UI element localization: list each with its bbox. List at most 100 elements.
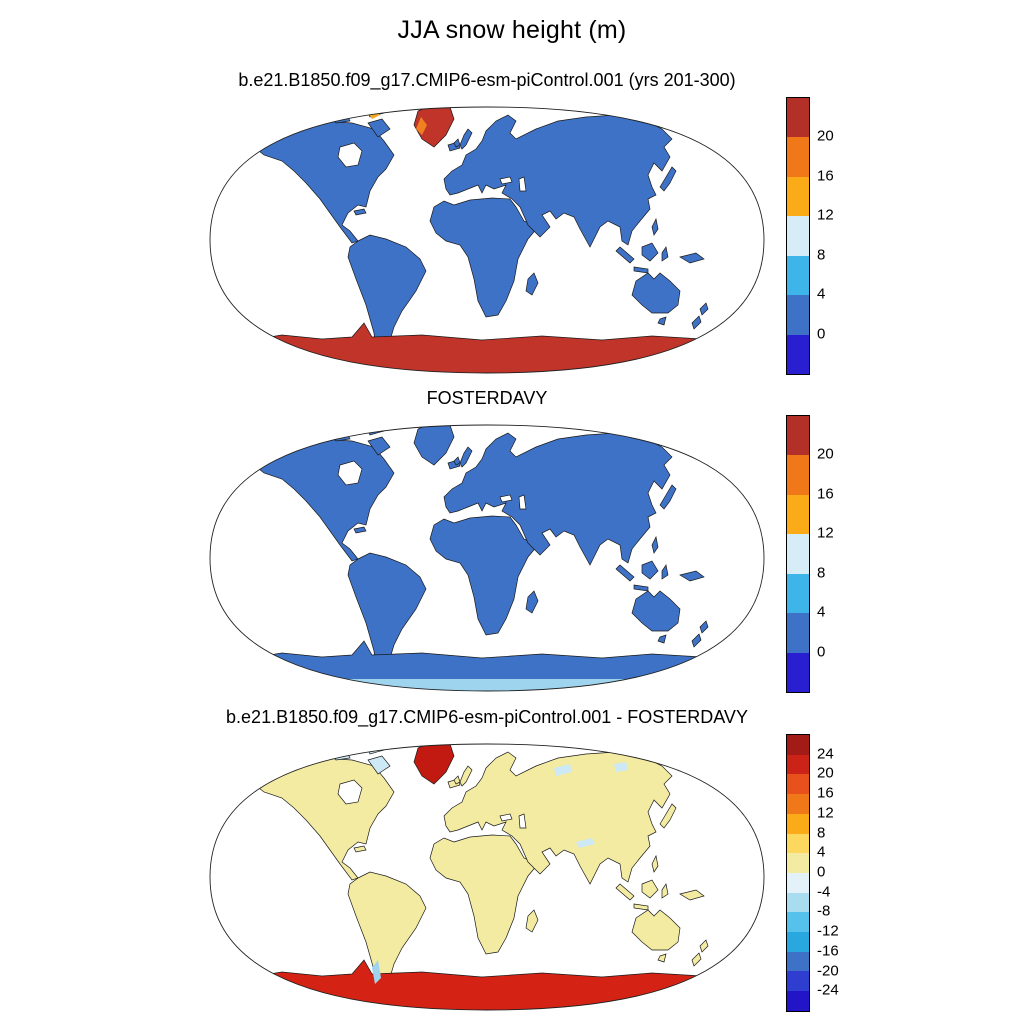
colorbar-bar	[786, 97, 810, 375]
colorbar-segment	[787, 833, 809, 854]
landmass-britain	[459, 446, 473, 468]
figure-title: JJA snow height (m)	[397, 16, 627, 44]
colorbar-tick-label: 4	[817, 843, 826, 861]
colorbar-bar	[786, 734, 810, 1012]
colorbar-tick-label: 12	[817, 206, 834, 224]
colorbar-segment	[787, 455, 809, 495]
colorbar-tick-label: -16	[817, 942, 839, 960]
world-map-obs	[209, 424, 765, 692]
region-greenland-fringe	[416, 117, 427, 135]
landmass-baffin-island	[367, 755, 391, 775]
map-outline	[209, 106, 765, 374]
panel-title-diff: b.e21.B1850.f09_g17.CMIP6-esm-piControl.…	[226, 707, 748, 727]
landmass-madagascar	[525, 909, 539, 933]
colorbar-segment	[787, 573, 809, 614]
colorbar-tick-label: 24	[817, 745, 834, 763]
colorbar-segment	[787, 754, 809, 775]
landmass-new-zealand-north	[699, 620, 709, 634]
landmass-eurasia	[443, 114, 673, 248]
landmass-new-guinea	[679, 570, 705, 582]
region-siberia-patch-1	[554, 764, 572, 776]
colorbar-segment	[787, 534, 809, 574]
landmass-japan	[659, 484, 677, 510]
landmass-new-zealand-north	[699, 939, 709, 953]
lake-black-sea	[499, 494, 513, 503]
colorbar-segment	[787, 176, 809, 217]
colorbar-tick-label: 0	[817, 863, 826, 881]
landmass-tasmania	[657, 953, 667, 963]
colorbar-segment	[787, 295, 809, 335]
colorbar-tick-label: 16	[817, 485, 834, 503]
landmass-new-guinea	[679, 252, 705, 264]
colorbar-tick-label: -12	[817, 922, 839, 940]
landmass-australia	[631, 272, 681, 314]
colorbar-tick-label: 4	[817, 603, 826, 621]
colorbar-model: 20 16 12 8 4 0	[786, 97, 856, 375]
landmass-philippines	[651, 535, 659, 554]
landmass-java	[633, 266, 649, 274]
colorbar-segment	[787, 613, 809, 653]
world-map-model	[209, 106, 765, 374]
landmass-eurasia	[443, 751, 673, 885]
colorbar-tick-label: 12	[817, 804, 834, 822]
region-himalaya-patch	[576, 838, 595, 848]
map-outline	[209, 743, 765, 1011]
colorbar-segment	[787, 216, 809, 256]
colorbar-tick-label: 16	[817, 784, 834, 802]
colorbar-tick-label: -24	[817, 981, 839, 999]
colorbar-tick-label: 20	[817, 764, 834, 782]
landmass-borneo	[641, 242, 659, 262]
landmass-tasmania	[657, 316, 667, 326]
landmass-baffin-island	[367, 118, 391, 138]
landmass-new-zealand-south	[691, 315, 702, 330]
landmass-ireland	[453, 138, 461, 148]
landmass-sulawesi	[661, 883, 669, 899]
landmass-africa	[429, 834, 539, 955]
landmass-cuba	[353, 208, 367, 216]
panel-title-obs: FOSTERDAVY	[426, 388, 548, 408]
colorbar-obs: 20 16 12 8 4 0	[786, 415, 856, 693]
colorbar-tick-label: 0	[817, 325, 826, 343]
lake-hudson-bay	[337, 460, 363, 486]
landmass-africa	[429, 515, 539, 636]
colorbar-segment	[787, 991, 809, 1011]
landmass-philippines	[651, 854, 659, 873]
colorbar-tick-label: 8	[817, 246, 826, 264]
world-map-diff	[209, 743, 765, 1011]
landmass-sumatra	[615, 246, 635, 264]
landmass-madagascar	[525, 590, 539, 614]
region-siberia-patch-2	[614, 762, 628, 772]
colorbar-segment	[787, 872, 809, 893]
landmass-australia	[631, 590, 681, 632]
lake-caspian-sea	[518, 813, 527, 829]
colorbar-tick-label: 20	[817, 127, 834, 145]
colorbar-segment	[787, 334, 809, 374]
colorbar-tick-label: 20	[817, 445, 834, 463]
region-antarctica-coast-fringe	[242, 679, 732, 691]
landmass-java	[633, 584, 649, 592]
landmass-baffin-island	[367, 436, 391, 456]
lake-hudson-bay	[337, 779, 363, 805]
landmass-cuba	[353, 526, 367, 534]
colorbar-tick-label: 16	[817, 167, 834, 185]
panel-obs: FOSTERDAVY 20 16 12 8 4 0	[202, 388, 882, 708]
landmass-ireland	[453, 456, 461, 466]
colorbar-diff: 24 20 16 12 8 4 0 -4 -8 -12 -16 -20 -24	[786, 734, 856, 1012]
colorbar-segment	[787, 971, 809, 992]
landmass-new-zealand-north	[699, 302, 709, 316]
landmass-java	[633, 903, 649, 911]
lake-caspian-sea	[518, 494, 527, 510]
landmass-new-zealand-south	[691, 952, 702, 967]
lake-black-sea	[499, 813, 513, 822]
colorbar-tick-label: 8	[817, 564, 826, 582]
landmass-new-guinea	[679, 889, 705, 901]
region-patagonia-ice	[372, 960, 381, 984]
colorbar-segment	[787, 255, 809, 296]
panel-title-model: b.e21.B1850.f09_g17.CMIP6-esm-piControl.…	[238, 70, 736, 90]
landmass-sulawesi	[661, 564, 669, 580]
panel-diff: b.e21.B1850.f09_g17.CMIP6-esm-piControl.…	[202, 707, 882, 1024]
landmass-japan	[659, 803, 677, 829]
colorbar-tick-label: 8	[817, 824, 826, 842]
colorbar-tick-label: -4	[817, 883, 831, 901]
